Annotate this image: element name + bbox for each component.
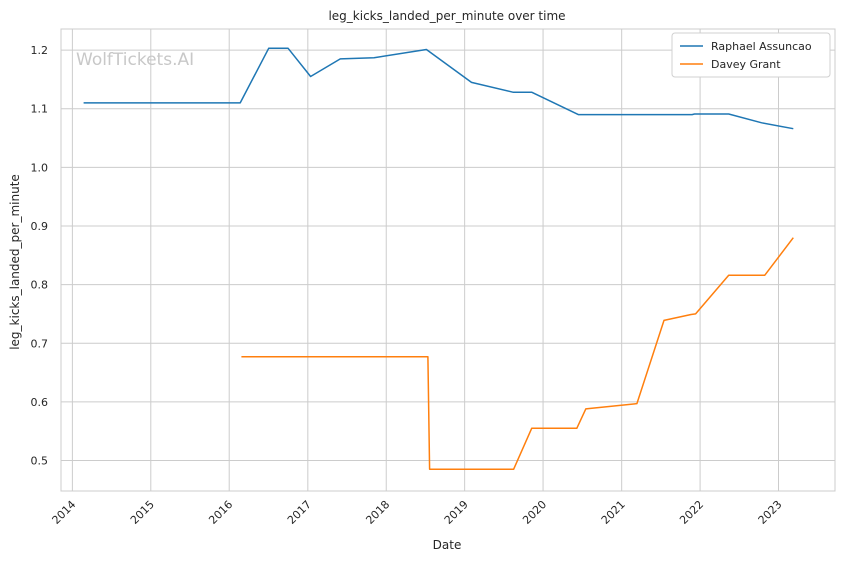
y-axis-ticks: 0.5 0.6 0.7 0.8 0.9 1.0 1.1 1.2 <box>31 44 49 467</box>
series-layer <box>83 47 794 471</box>
x-tick-label: 2014 <box>50 498 79 527</box>
plot-frame <box>60 28 836 492</box>
x-tick-label: 2016 <box>206 498 235 527</box>
x-tick-label: 2018 <box>363 498 392 527</box>
legend-label-davey: Davey Grant <box>711 58 781 71</box>
x-tick-label: 2020 <box>520 498 549 527</box>
x-tick-label: 2023 <box>756 498 785 527</box>
x-axis-title: Date <box>433 538 462 552</box>
legend-label-raphael: Raphael Assuncao <box>711 40 812 53</box>
gridlines <box>61 29 835 491</box>
y-tick-label: 0.6 <box>31 396 49 409</box>
y-tick-label: 0.8 <box>31 279 49 292</box>
y-tick-label: 1.2 <box>31 44 49 57</box>
x-tick-label: 2015 <box>128 498 157 527</box>
watermark: WolfTickets.AI <box>76 50 194 70</box>
legend: Raphael Assuncao Davey Grant <box>671 32 831 78</box>
x-tick-label: 2017 <box>285 498 314 527</box>
x-tick-label: 2022 <box>677 498 706 527</box>
x-tick-label: 2019 <box>442 498 471 527</box>
series-line-davey-grant <box>241 237 794 471</box>
legend-box <box>671 32 831 78</box>
x-tick-label: 2021 <box>599 498 628 527</box>
y-tick-label: 1.0 <box>31 161 49 174</box>
y-axis-title: leg_kicks_landed_per_minute <box>8 174 22 350</box>
y-tick-label: 0.9 <box>31 220 49 233</box>
x-axis-ticks: 2014 2015 2016 2017 2018 2019 2020 2021 2022 2023 <box>50 498 785 527</box>
chart-title: leg_kicks_landed_per_minute over time <box>328 9 565 23</box>
y-tick-label: 1.1 <box>31 103 49 116</box>
y-tick-label: 0.5 <box>31 455 49 468</box>
series-line-raphael-assuncao <box>83 47 794 130</box>
y-tick-label: 0.7 <box>31 337 49 350</box>
